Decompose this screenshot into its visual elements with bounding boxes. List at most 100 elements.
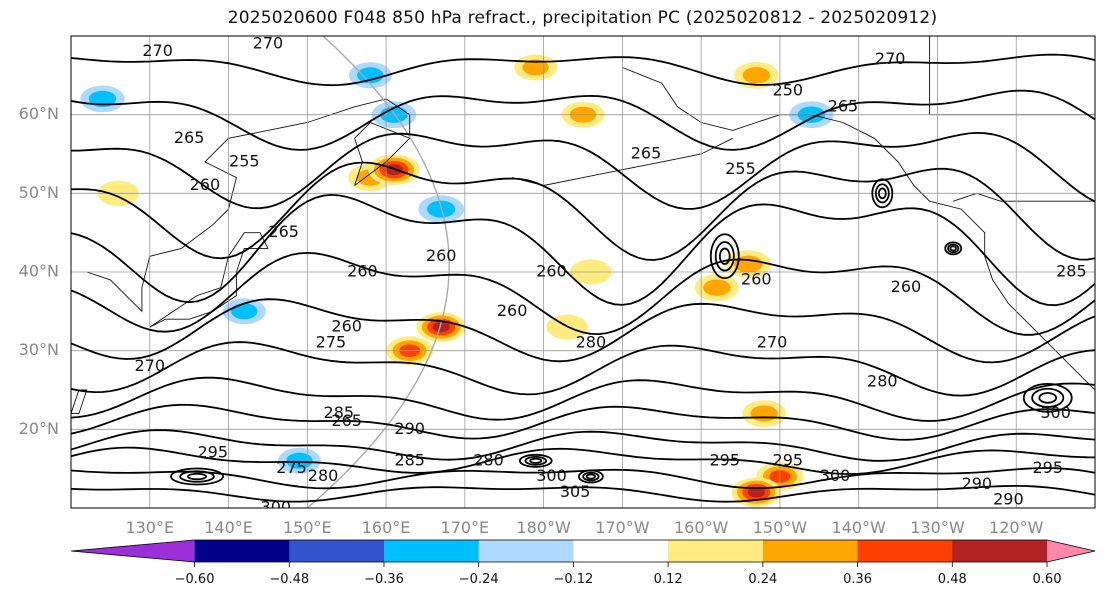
contour-ring: [718, 247, 731, 265]
contour-label: 260: [190, 175, 221, 194]
coastline: [354, 121, 410, 186]
contour-ring: [179, 470, 215, 483]
contour-ring: [585, 473, 596, 480]
contour-label: 305: [560, 482, 591, 501]
precipitation-cell: [231, 303, 258, 320]
precipitation-cell: [742, 67, 770, 84]
colorbar-tick-label: −0.12: [553, 572, 593, 587]
colorbar-extend-max: [1047, 540, 1095, 562]
contour-label: 260: [347, 262, 378, 281]
contour-ring: [944, 241, 963, 256]
colorbar-segment: [384, 540, 480, 562]
contour-line: [71, 131, 1095, 210]
contour-label: 280: [867, 372, 898, 391]
contour-ring: [877, 187, 887, 200]
lon-tick-label: 130°E: [125, 518, 174, 537]
projection-arc: [306, 36, 450, 508]
coastline: [622, 67, 1095, 391]
contour-label: 300: [1040, 403, 1071, 422]
contour-label: 295: [773, 450, 804, 469]
contour-label: 300: [536, 466, 567, 485]
colorbar-tick-label: −0.60: [175, 572, 215, 587]
contour-label: 300: [261, 498, 292, 517]
contour-ring: [577, 469, 604, 484]
contour-layer: [71, 53, 1095, 503]
lon-tick-label: 170°W: [595, 518, 650, 537]
map-frame: [70, 35, 1096, 509]
contour-line: [71, 403, 1095, 441]
contour-label: 270: [875, 49, 906, 68]
lat-tick-label: 30°N: [19, 340, 59, 359]
precipitation-cell: [747, 487, 765, 498]
contour-label: 295: [710, 450, 741, 469]
longitude-axis: 130°E 140°E 150°E 160°E 170°E 180°W 170°W 160°W…: [125, 518, 1043, 537]
colorbar-tick-label: 0.24: [748, 572, 777, 587]
contour-ring: [714, 241, 735, 272]
grid-layer: [71, 36, 1095, 508]
colorbar-segment: [194, 540, 290, 562]
contour-line: [71, 298, 1095, 364]
contour-ring: [1038, 392, 1058, 404]
contour-ring: [874, 183, 890, 204]
lat-tick-label: 40°N: [19, 262, 59, 281]
contour-ring: [1031, 387, 1065, 408]
precipitation-cell: [703, 279, 731, 296]
contour-ring: [871, 178, 894, 209]
lon-tick-label: 180°W: [516, 518, 571, 537]
contour-label: 270: [134, 356, 165, 375]
contour-ring: [582, 471, 600, 482]
contour-line: [71, 89, 1095, 151]
colorbar-segment: [952, 540, 1048, 562]
contour-label: 280: [576, 332, 607, 351]
contour-label: 260: [497, 301, 528, 320]
contour-label: 265: [174, 128, 205, 147]
contour-line: [71, 251, 1095, 336]
contour-ring: [524, 455, 548, 466]
contour-line: [71, 53, 1095, 87]
contour-ring: [170, 467, 224, 486]
contour-label: 250: [773, 81, 804, 100]
lon-tick-label: 130°W: [910, 518, 965, 537]
colorbar-segment: [478, 540, 574, 562]
contour-label: 290: [993, 490, 1024, 509]
colorbar-tick-label: 0.12: [654, 572, 683, 587]
lon-tick-label: 160°W: [674, 518, 729, 537]
contour-label: 285: [394, 450, 425, 469]
contour-label: 265: [268, 222, 299, 241]
contour-line: [71, 467, 1095, 490]
latitude-axis: 20°N 30°N 40°N 50°N 60°N: [19, 104, 59, 438]
lon-tick-label: 150°W: [753, 518, 808, 537]
lon-tick-label: 170°E: [441, 518, 490, 537]
contour-label: 290: [962, 474, 993, 493]
contour-ring: [1022, 382, 1073, 413]
lon-tick-label: 150°E: [283, 518, 332, 537]
contour-label: 255: [725, 159, 756, 178]
colorbar-tick-label: −0.48: [269, 572, 309, 587]
lat-tick-label: 50°N: [19, 183, 59, 202]
colorbar-segment: [668, 540, 764, 562]
precipitation-cell: [357, 67, 384, 84]
contour-label: 285: [324, 403, 355, 422]
contour-line: [71, 376, 1095, 422]
contour-label: 295: [198, 442, 229, 461]
colorbar: −0.60 −0.48 −0.36 −0.24 −0.12 0.12 0.24 0.36 0.4…: [70, 539, 1096, 587]
colorbar-tick-label: 0.36: [843, 572, 872, 587]
contour-ring: [949, 245, 957, 252]
contour-ring: [518, 453, 553, 468]
contour-ring: [187, 472, 208, 481]
contour-label: 280: [308, 466, 339, 485]
colorbar-tick-label: 0.60: [1033, 572, 1062, 587]
contour-line: [71, 341, 1095, 397]
contour-label: 255: [229, 151, 260, 170]
colorbar-segment: [573, 540, 669, 562]
contour-label: 285: [1056, 262, 1087, 281]
precipitation-cell: [432, 321, 450, 333]
contour-label: 280: [473, 450, 504, 469]
colorbar-tick-label: −0.24: [459, 572, 499, 587]
contour-line: [71, 446, 1095, 475]
contour-label: 295: [1032, 458, 1063, 477]
lon-tick-label: 160°E: [362, 518, 411, 537]
lon-tick-label: 140°W: [832, 518, 887, 537]
